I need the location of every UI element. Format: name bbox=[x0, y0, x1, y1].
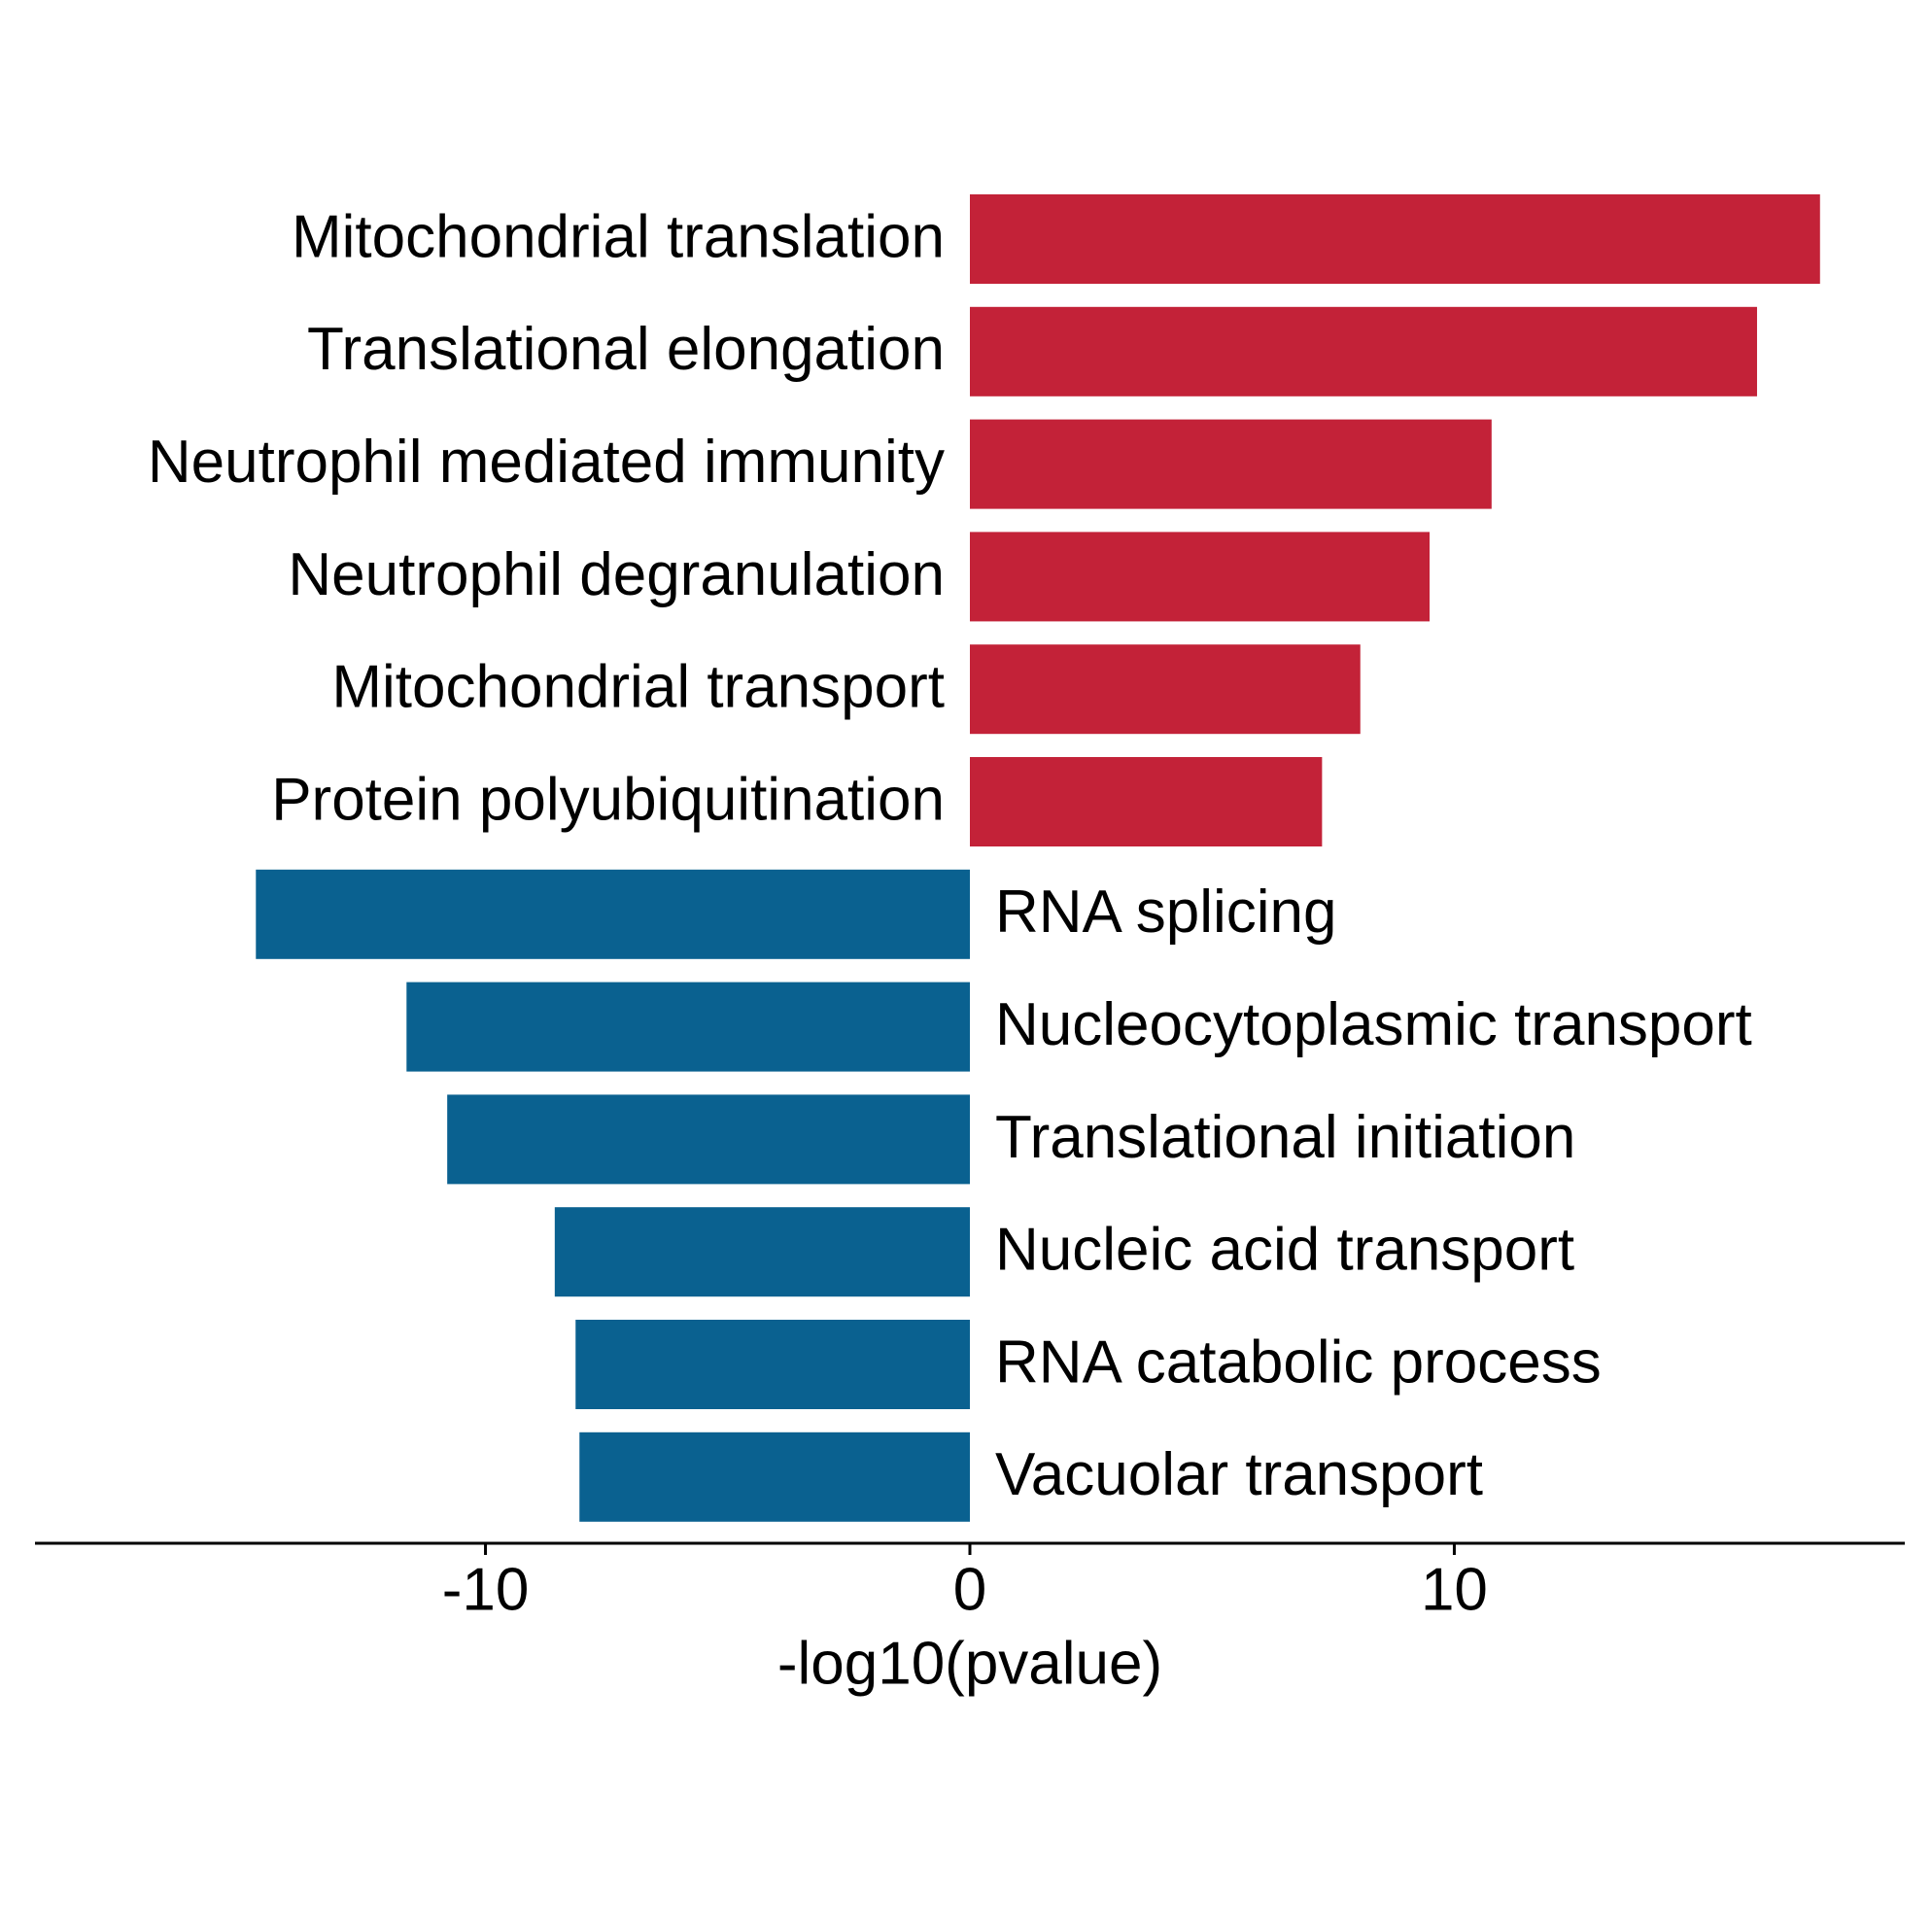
category-label: RNA splicing bbox=[995, 879, 1336, 946]
x-tick-label: -10 bbox=[442, 1556, 530, 1623]
bar bbox=[970, 306, 1757, 397]
category-label: RNA catabolic process bbox=[995, 1328, 1602, 1396]
category-label: Vacuolar transport bbox=[995, 1441, 1483, 1508]
category-label: Nucleocytoplasmic transport bbox=[995, 991, 1752, 1058]
bar bbox=[554, 1207, 970, 1297]
category-label: Translational elongation bbox=[307, 316, 945, 383]
category-label: Neutrophil mediated immunity bbox=[148, 429, 945, 496]
bar bbox=[575, 1320, 970, 1409]
category-label: Mitochondrial transport bbox=[331, 654, 945, 721]
x-axis-title: -log10(pvalue) bbox=[777, 1630, 1162, 1697]
category-label: Protein polyubiquitination bbox=[271, 766, 945, 833]
bar bbox=[970, 194, 1820, 284]
bar bbox=[970, 532, 1431, 622]
category-label: Nucleic acid transport bbox=[995, 1217, 1574, 1284]
category-label: Mitochondrial translation bbox=[292, 203, 945, 270]
x-tick-label: 0 bbox=[953, 1556, 986, 1623]
category-label: Translational initiation bbox=[995, 1104, 1575, 1171]
x-tick-label: 10 bbox=[1421, 1556, 1488, 1623]
bar bbox=[256, 869, 970, 959]
bar bbox=[970, 644, 1361, 735]
category-label: Neutrophil degranulation bbox=[288, 541, 945, 608]
bar bbox=[447, 1094, 970, 1185]
bar bbox=[970, 757, 1323, 846]
bar bbox=[406, 982, 971, 1072]
bar bbox=[970, 419, 1492, 509]
bar bbox=[579, 1432, 970, 1522]
